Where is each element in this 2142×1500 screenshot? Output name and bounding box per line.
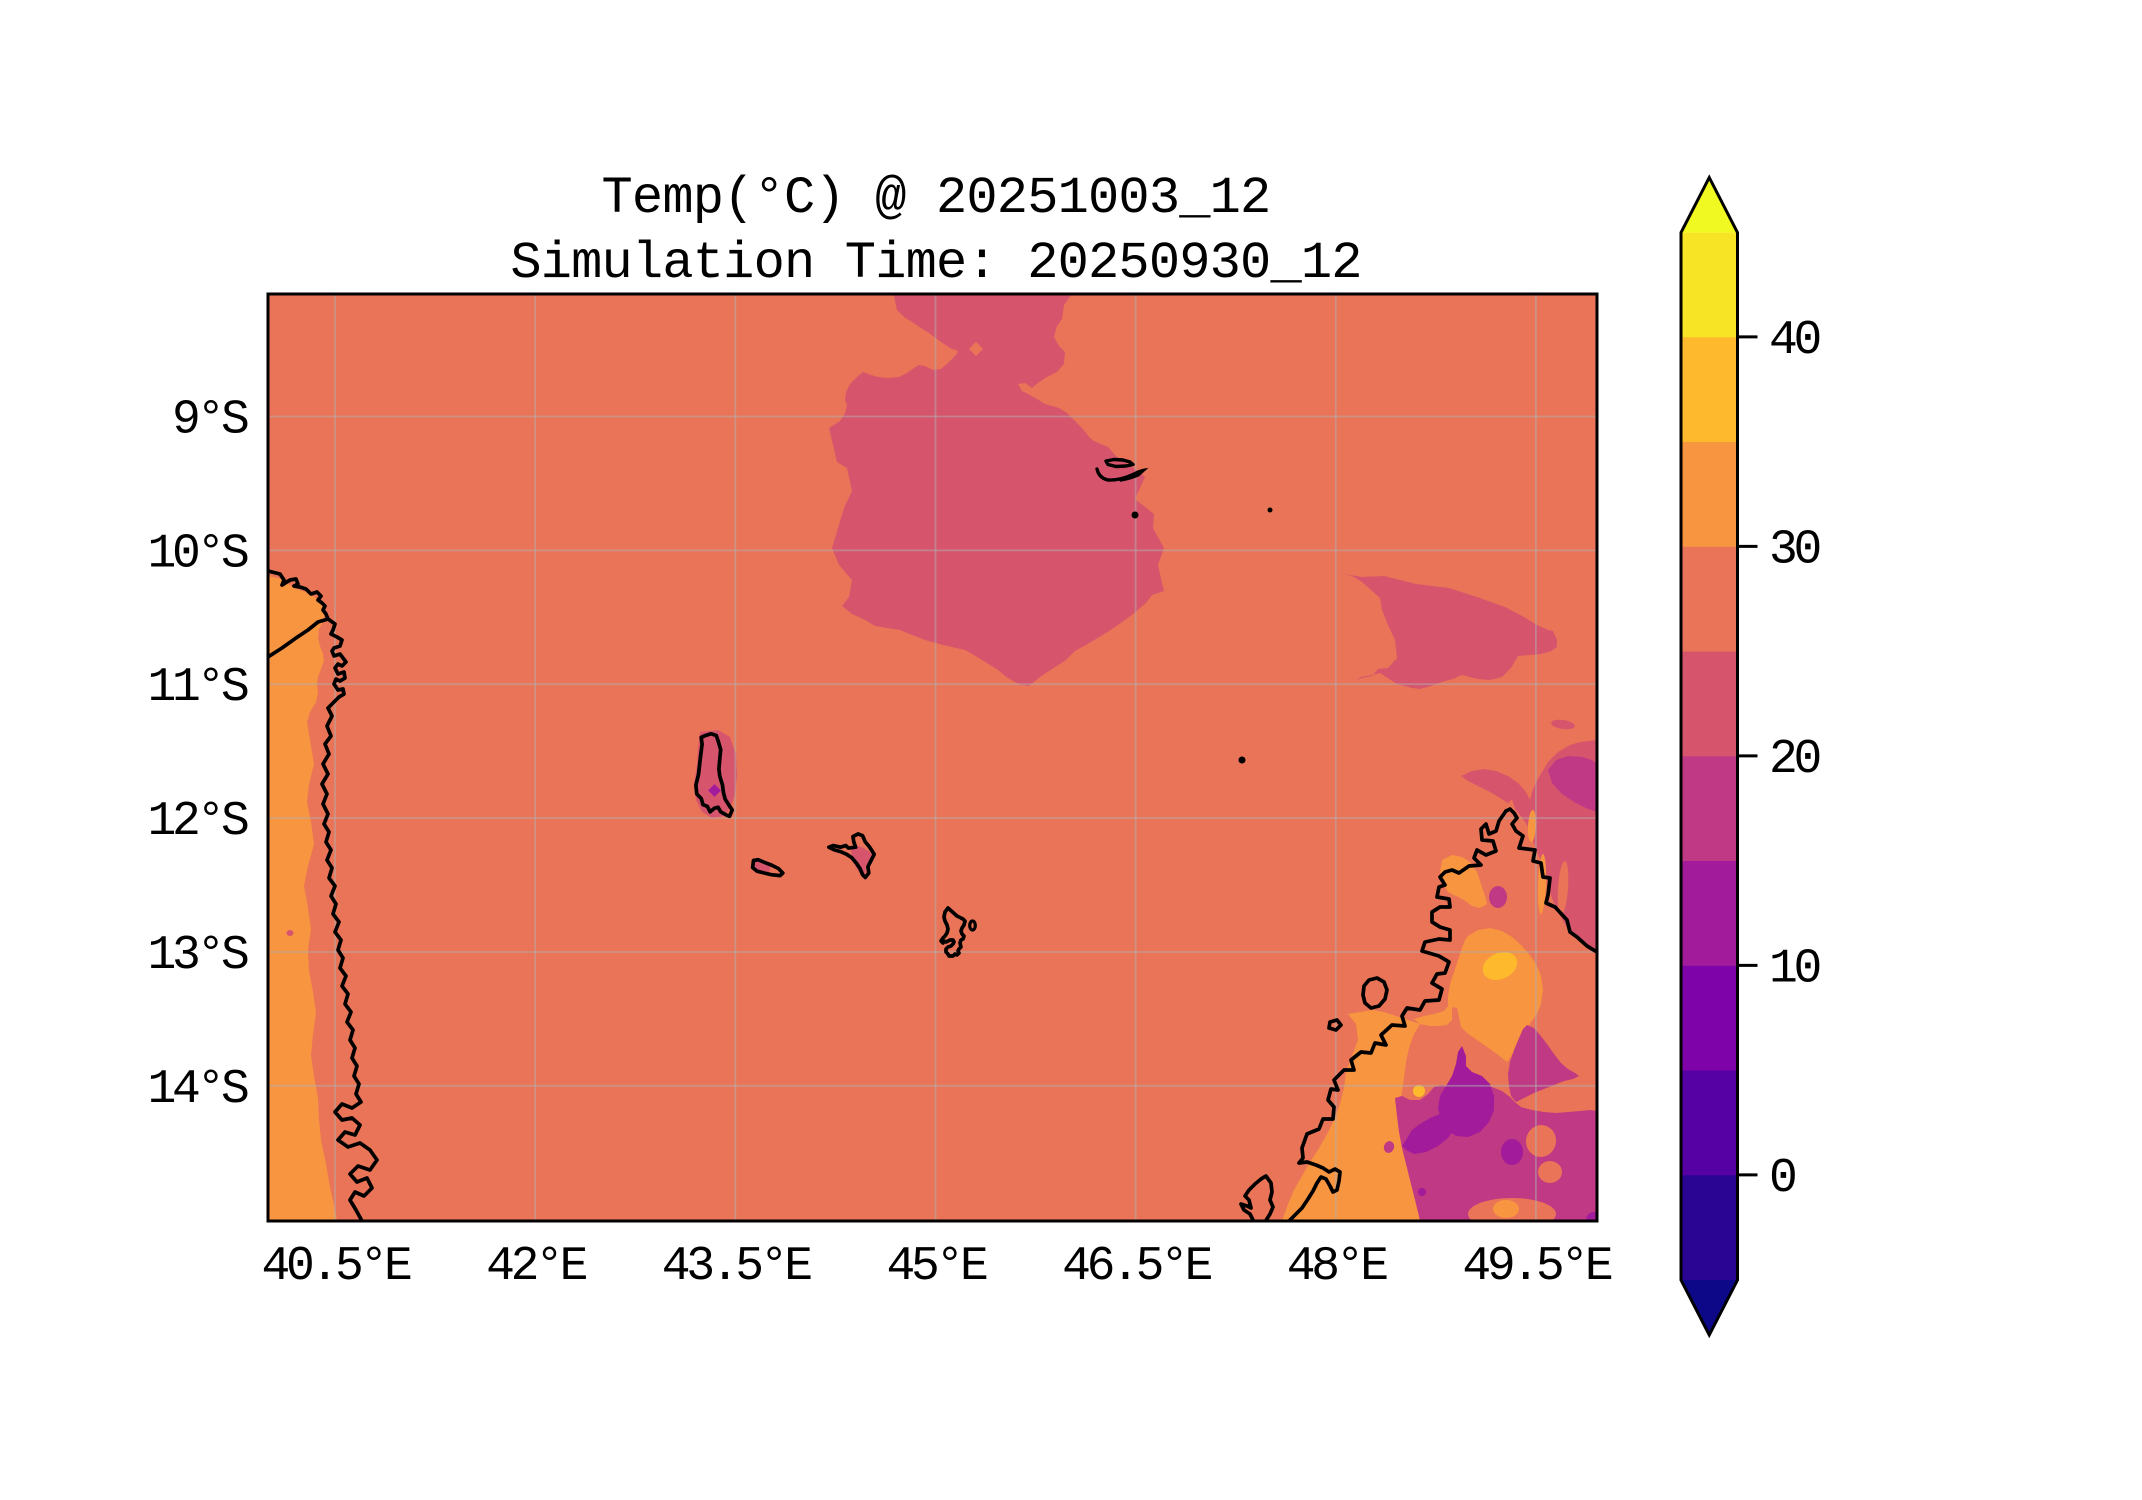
svg-text:20: 20 bbox=[1769, 733, 1820, 787]
svg-text:14°S: 14°S bbox=[147, 1063, 248, 1117]
svg-text:0: 0 bbox=[1769, 1152, 1795, 1206]
svg-text:30: 30 bbox=[1769, 523, 1820, 577]
svg-text:13°S: 13°S bbox=[147, 929, 248, 983]
svg-text:43.5°E: 43.5°E bbox=[662, 1240, 812, 1294]
svg-text:11°S: 11°S bbox=[147, 661, 248, 715]
svg-text:40.5°E: 40.5°E bbox=[261, 1240, 411, 1294]
svg-text:10: 10 bbox=[1769, 942, 1820, 996]
svg-text:49.5°E: 49.5°E bbox=[1462, 1240, 1612, 1294]
svg-text:12°S: 12°S bbox=[147, 795, 248, 849]
svg-text:Simulation Time: 20250930_12: Simulation Time: 20250930_12 bbox=[510, 234, 1361, 293]
svg-text:45°E: 45°E bbox=[886, 1240, 987, 1294]
svg-text:40: 40 bbox=[1769, 314, 1820, 368]
svg-text:9°S: 9°S bbox=[172, 394, 248, 448]
svg-text:46.5°E: 46.5°E bbox=[1062, 1240, 1212, 1294]
svg-text:Temp(°C) @ 20251003_12: Temp(°C) @ 20251003_12 bbox=[602, 169, 1271, 228]
svg-text:42°E: 42°E bbox=[486, 1240, 587, 1294]
svg-text:48°E: 48°E bbox=[1287, 1240, 1388, 1294]
svg-text:10°S: 10°S bbox=[147, 527, 248, 581]
